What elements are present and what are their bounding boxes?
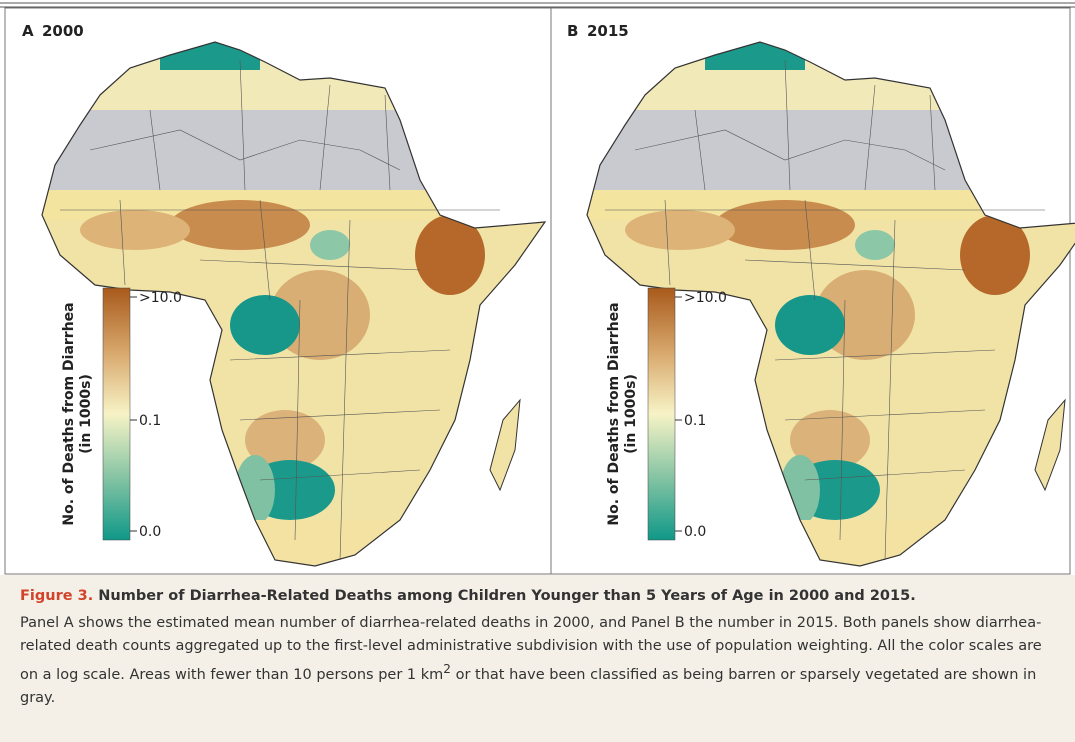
legend-tick-label: 0.0 [684, 524, 706, 540]
color-bar [103, 288, 137, 540]
caption-heading: Figure 3. Number of Diarrhea-Related Dea… [20, 585, 1055, 608]
legend-tick-label: >10.0 [684, 290, 727, 306]
panel-b: B 2015 >10.0 0.1 0.0 No. of Deaths from … [567, 22, 1075, 570]
legend-title: No. of Deaths from Diarrhea [61, 302, 77, 525]
panel-year: 2000 [42, 22, 84, 40]
page: {"panels": [{"label": "A", "year": "2000… [0, 0, 1075, 742]
legend-tick-label: 0.0 [139, 524, 161, 540]
panel-a: A 2000 >10.0 0.1 0.0 No. of Deaths from … [22, 22, 550, 570]
legend-subtitle: (in 1000s) [623, 374, 639, 454]
panel-label: B [567, 22, 578, 40]
panel-year: 2015 [587, 22, 629, 40]
figure-number: Figure 3. [20, 588, 93, 604]
caption-title: Number of Diarrhea-Related Deaths among … [98, 588, 915, 604]
legend-tick-label: 0.1 [139, 413, 161, 429]
legend-tick-label: >10.0 [139, 290, 182, 306]
superscript: 2 [443, 662, 451, 676]
caption: Figure 3. Number of Diarrhea-Related Dea… [0, 575, 1075, 742]
panel-label: A [22, 22, 34, 40]
legend-subtitle: (in 1000s) [78, 374, 94, 454]
legend-tick-label: 0.1 [684, 413, 706, 429]
figure-panels: A 2000 >10.0 0.1 0.0 No. of Deaths from … [0, 0, 1075, 575]
color-bar [648, 288, 682, 540]
legend-title: No. of Deaths from Diarrhea [606, 302, 622, 525]
caption-text: Panel A shows the estimated mean number … [20, 612, 1055, 710]
